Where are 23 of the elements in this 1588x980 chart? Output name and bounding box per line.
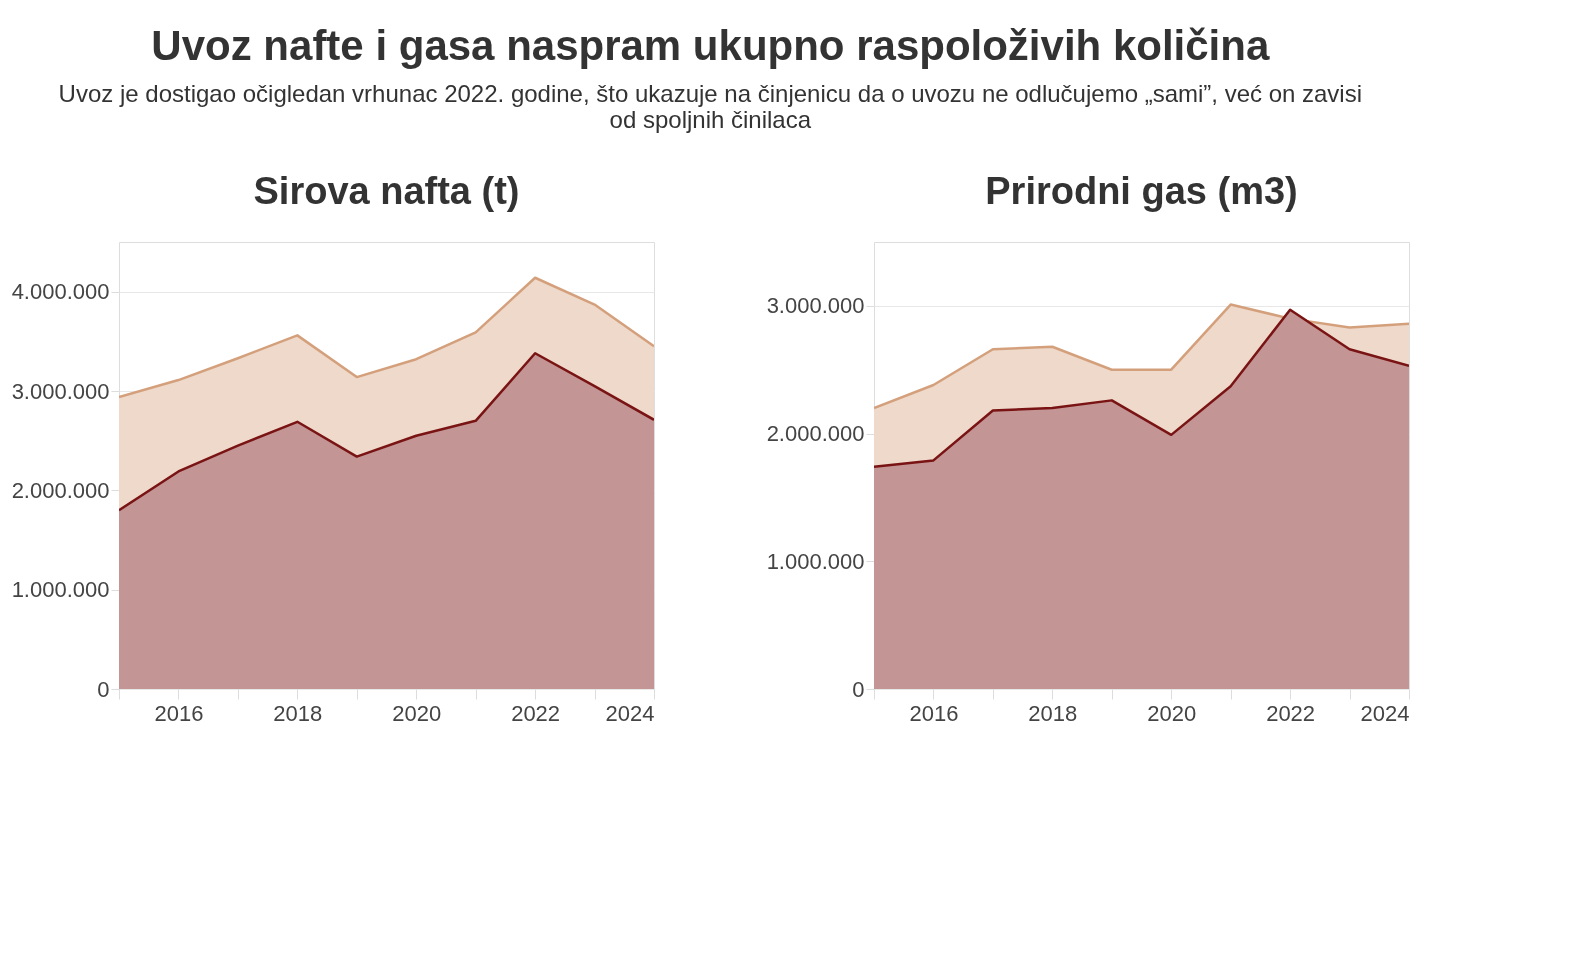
x-tick-label: 2018 <box>273 700 323 726</box>
x-tick-label: 2024 <box>605 700 655 726</box>
text: Uvoz je dostigao očigledan vrhunac 2022. godine, što ukazuje na činjenicu da o uvozu ne odlučujemo „sami”, već on zavisi od spoljnih činilaca <box>58 79 1363 133</box>
x-tick-label: 2020 <box>392 700 442 726</box>
x-tick-label: 2024 <box>1360 700 1410 726</box>
y-tick-label: 0 <box>852 676 865 702</box>
y-tick-label: 1.000.000 <box>766 548 865 574</box>
x-tick-label: 2018 <box>1028 700 1078 726</box>
y-tick-label: 0 <box>97 676 110 702</box>
chart-title: Prirodni gas (m3) <box>985 170 1298 212</box>
x-tick-label: 2022 <box>1266 700 1316 726</box>
y-tick-label: 2.000.000 <box>11 477 110 503</box>
x-tick-label: 2020 <box>1147 700 1197 726</box>
x-tick-label: 2022 <box>511 700 561 726</box>
chart-title: Sirova nafta (t) <box>253 170 520 212</box>
y-tick-label: 4.000.000 <box>11 279 110 305</box>
y-tick-label: 2.000.000 <box>766 421 865 447</box>
y-tick-label: 3.000.000 <box>766 293 865 319</box>
x-tick-label: 2016 <box>154 700 204 726</box>
x-tick-label: 2016 <box>909 700 959 726</box>
text: Uvoz nafte i gasa naspram ukupno raspoloživih količina <box>151 21 1270 69</box>
y-tick-label: 3.000.000 <box>11 378 110 404</box>
y-tick-label: 1.000.000 <box>11 577 110 603</box>
